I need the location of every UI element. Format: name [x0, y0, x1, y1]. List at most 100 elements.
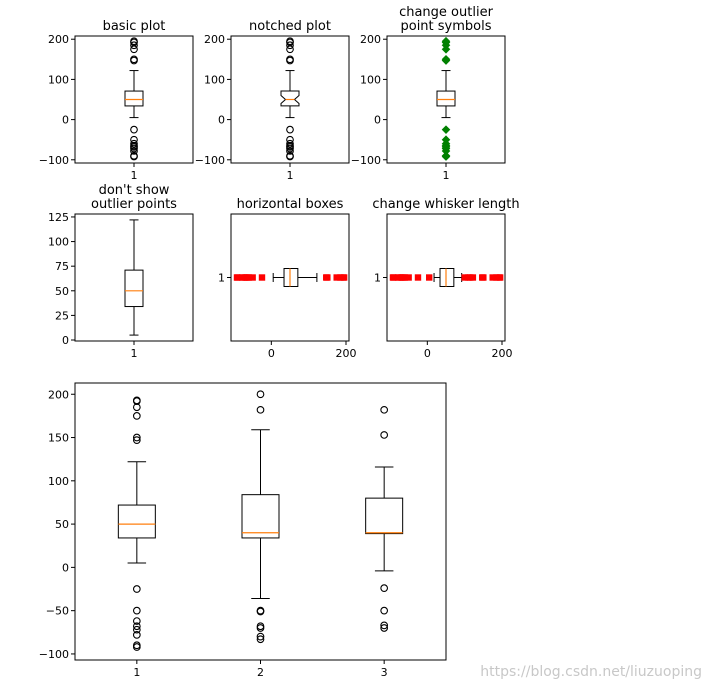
y-tick-label: 75: [55, 260, 69, 273]
box-body: [241, 494, 280, 539]
flier-point: [286, 125, 294, 134]
flier-point: [132, 436, 141, 444]
flier-point: [130, 152, 138, 161]
flier-point: [239, 274, 246, 281]
flier-point: [132, 622, 141, 631]
x-tick-label: 2: [257, 666, 264, 679]
y-tick-label: 25: [55, 309, 69, 322]
flier-point: [493, 274, 500, 281]
x-tick-label: 1: [133, 666, 140, 679]
x-tick-label: 200: [336, 347, 357, 360]
x-tick-label: 0: [424, 347, 431, 360]
y-tick-label: 0: [62, 561, 69, 574]
panel-whisker-length: change whisker length 0 200 1: [372, 197, 519, 360]
flier-point: [130, 147, 138, 155]
flier-point: [132, 606, 141, 615]
box-body: [283, 268, 299, 287]
flier-point: [132, 433, 141, 442]
flier-point: [389, 274, 397, 281]
box-body: [124, 269, 144, 308]
flier-point: [130, 45, 138, 54]
flier-point: [405, 274, 412, 281]
x-tick-label: 1: [131, 347, 138, 360]
flier-point: [132, 403, 141, 412]
x-tick-label: 1: [131, 169, 138, 182]
flier-point: [132, 585, 141, 593]
box-body: [439, 268, 455, 287]
y-tick-label: −100: [39, 648, 69, 661]
y-tick-label: 200: [48, 388, 69, 401]
x-tick-label: 0: [268, 347, 275, 360]
y-tick-label: 0: [218, 114, 225, 127]
flier-point: [286, 152, 294, 161]
flier-point: [395, 274, 402, 281]
flier-point: [286, 147, 294, 155]
panel-title: horizontal boxes: [237, 197, 344, 212]
axes-frame: [74, 382, 447, 661]
x-tick-label: 3: [381, 666, 388, 679]
flier-point: [256, 624, 265, 632]
flier-point: [132, 625, 141, 634]
flier-point: [380, 624, 389, 632]
flier-point: [258, 274, 266, 281]
flier-point: [425, 274, 433, 281]
box-1: [280, 37, 300, 161]
flier-point: [380, 431, 389, 439]
flier-point: [286, 139, 294, 148]
flier-point: [380, 606, 389, 615]
panel-notched: notched plot −100 0 100 200 1: [195, 19, 350, 182]
box-1: [389, 268, 504, 287]
panel-multiple: −100 −50 0 50 100 150 200 1 2 3: [39, 382, 447, 679]
flier-point: [489, 274, 496, 281]
x-tick-label: 200: [492, 347, 513, 360]
flier-point: [286, 45, 294, 54]
y-tick-label: 200: [360, 33, 381, 46]
flier-point: [286, 56, 294, 65]
flier-point: [479, 274, 486, 281]
flier-point: [380, 405, 389, 414]
flier-point: [333, 274, 340, 281]
axes-frame: [230, 213, 350, 342]
flier-point: [256, 405, 265, 414]
axes-frame: [386, 35, 506, 164]
flier-point: [130, 139, 138, 148]
x-tick-label: 1: [443, 169, 450, 182]
flier-point: [286, 41, 294, 50]
flier-point: [132, 631, 141, 639]
flier-point: [286, 135, 294, 144]
panel-title: don't show: [99, 183, 170, 198]
panel-title: notched plot: [249, 19, 331, 34]
axes-frame: [230, 35, 350, 164]
y-tick-label: −100: [39, 154, 69, 167]
flier-point: [465, 274, 472, 281]
box-3: [365, 405, 404, 632]
panel-basic: basic plot −100 0 100 200 1: [39, 19, 194, 182]
flier-point: [256, 390, 265, 399]
y-tick-label: −50: [46, 605, 69, 618]
box-body: [436, 90, 456, 107]
panel-title: change outlier: [399, 5, 493, 20]
flier-point: [380, 584, 389, 593]
flier-point: [441, 152, 451, 161]
x-tick-label: 1: [287, 169, 294, 182]
flier-point: [461, 274, 468, 281]
flier-point: [130, 56, 138, 65]
flier-point: [132, 643, 141, 651]
box-1: [436, 36, 456, 161]
y-tick-label: 1: [218, 272, 225, 285]
y-tick-label: 1: [374, 272, 381, 285]
box-body: [280, 90, 300, 107]
flier-point: [132, 617, 141, 625]
y-tick-label: −100: [351, 154, 381, 167]
flier-point: [441, 56, 451, 65]
box-1: [124, 37, 144, 161]
y-tick-label: −100: [195, 154, 225, 167]
box-body: [117, 504, 156, 539]
flier-point: [441, 125, 451, 134]
y-tick-label: 200: [48, 33, 69, 46]
y-tick-label: 100: [48, 73, 69, 86]
flier-point: [130, 135, 138, 144]
box-1: [117, 396, 156, 651]
